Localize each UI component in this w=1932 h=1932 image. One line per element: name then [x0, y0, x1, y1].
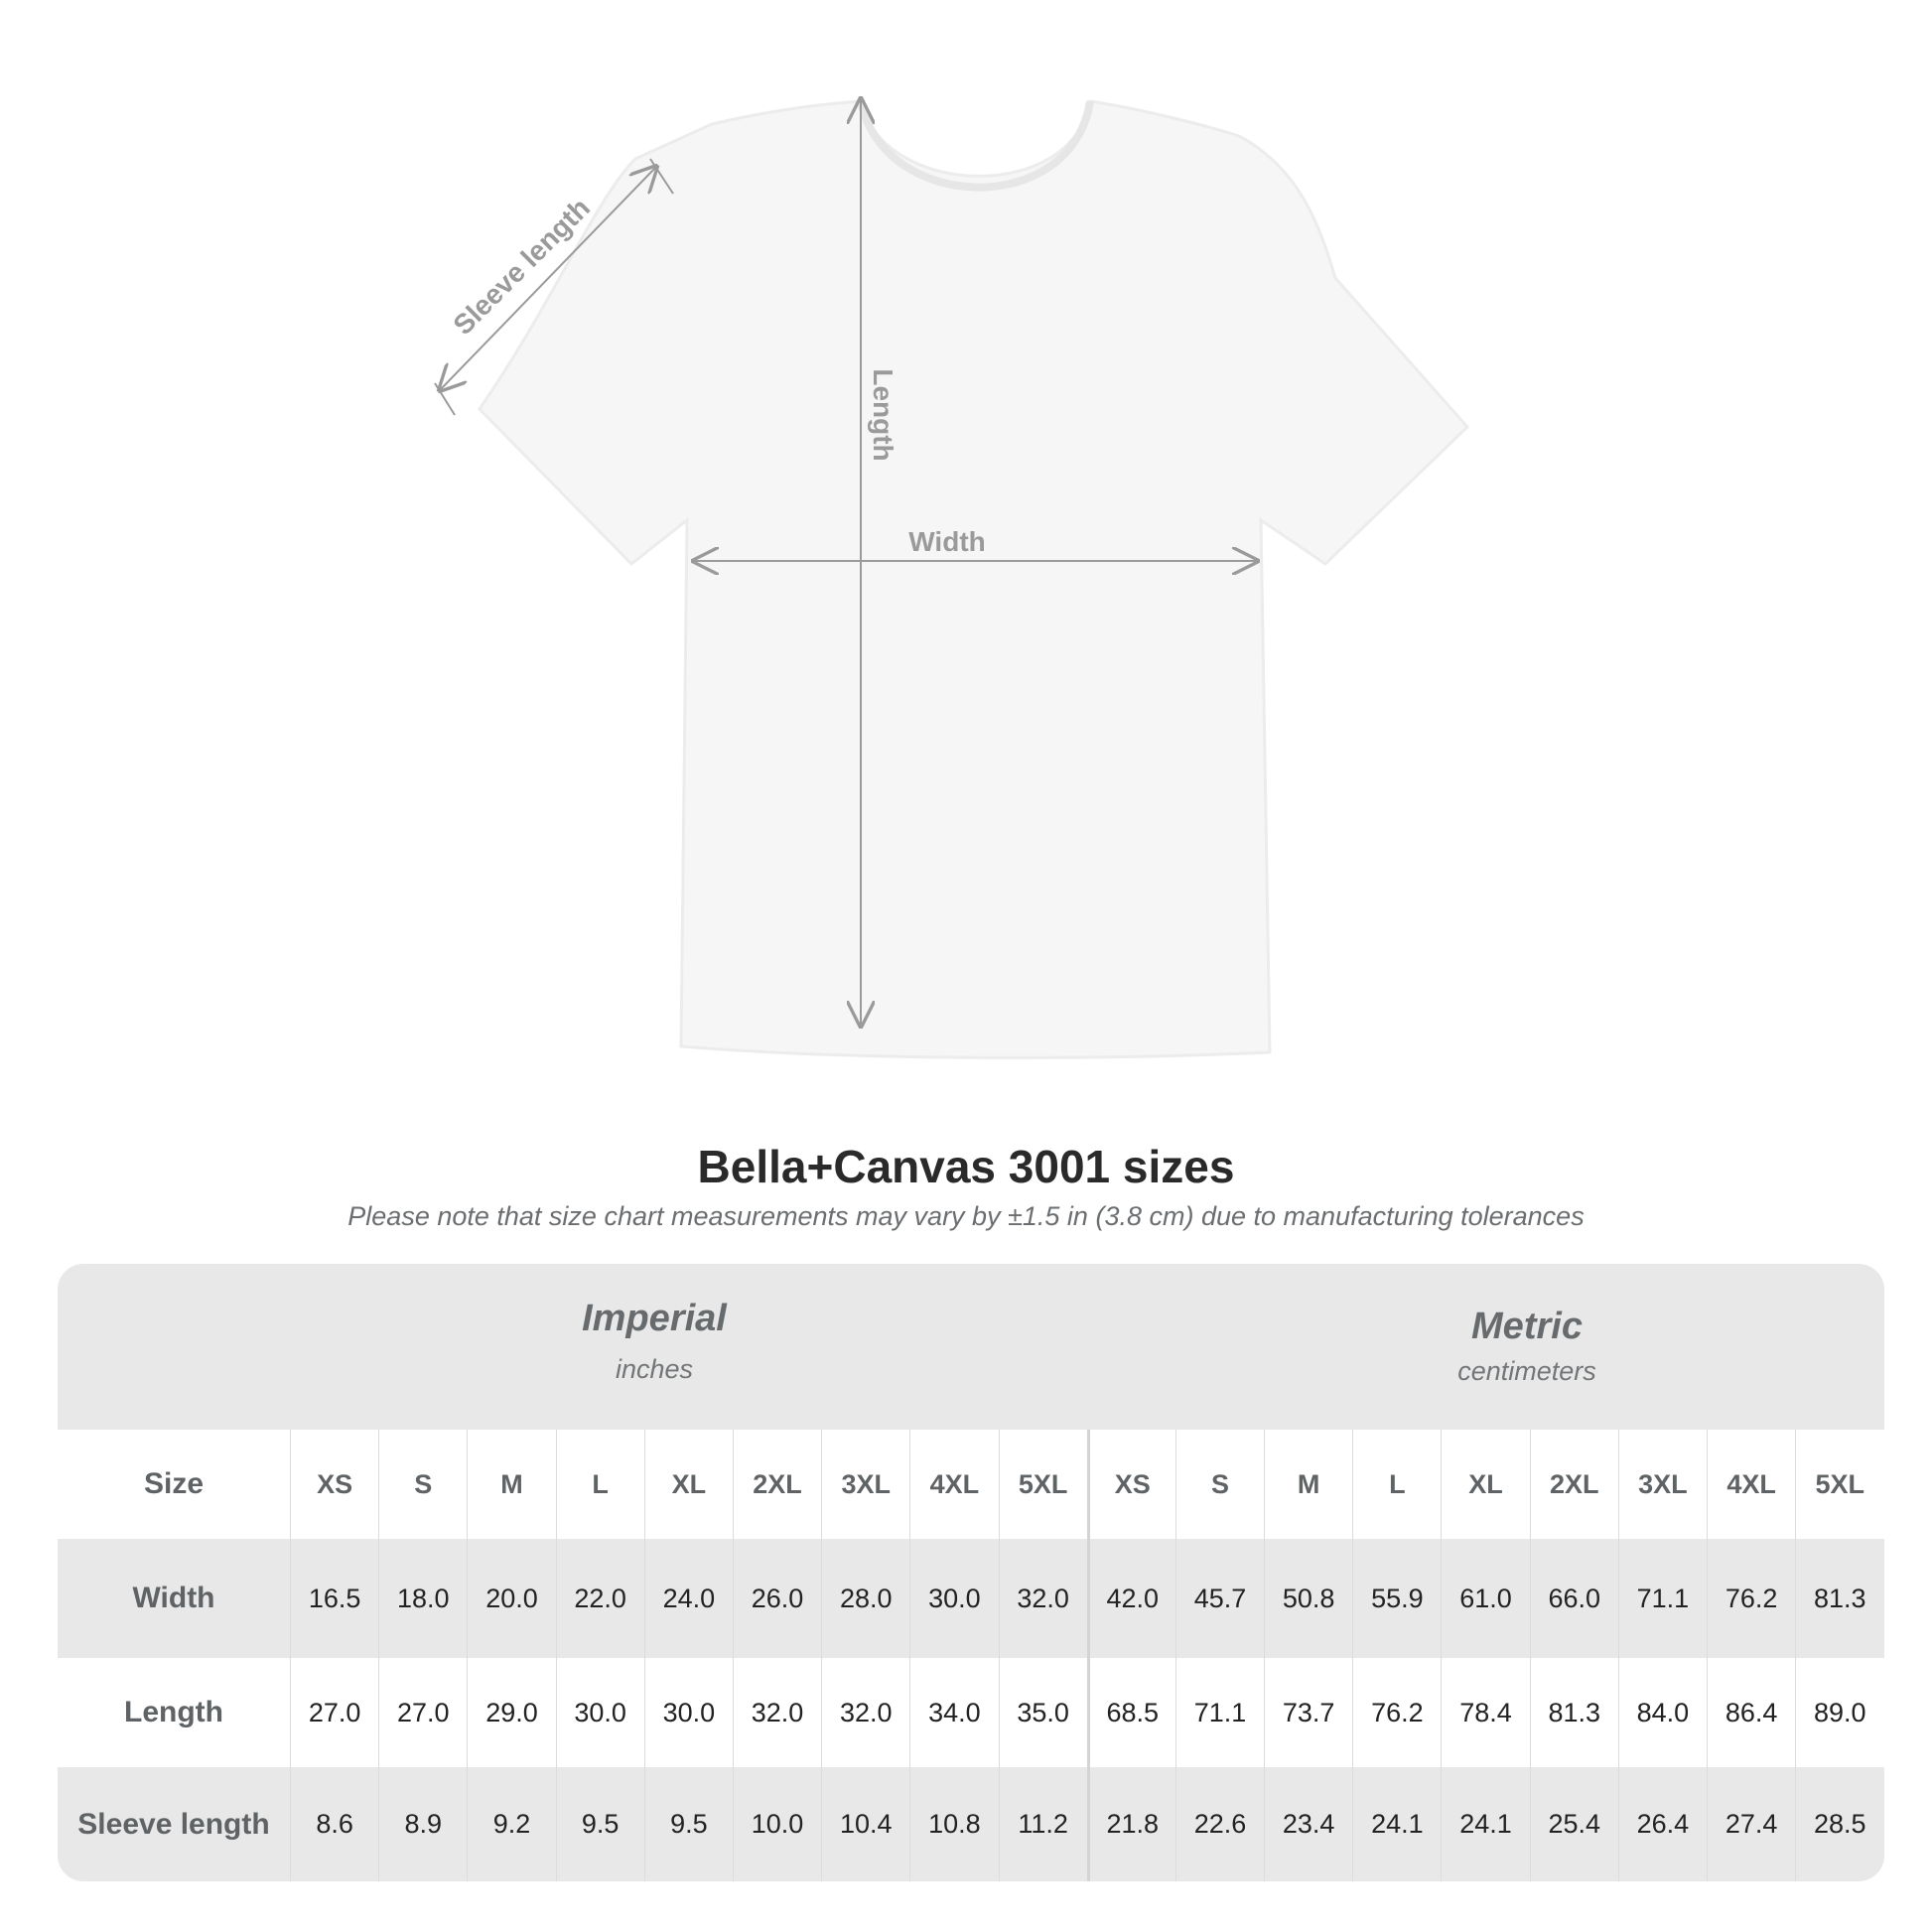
table-cell: 32.0: [821, 1658, 909, 1767]
row-label: Length: [124, 1696, 223, 1728]
table-cell: 9.2: [467, 1767, 555, 1881]
size-header-cell: M: [1264, 1430, 1352, 1539]
table-cell: 81.3: [1795, 1539, 1883, 1658]
table-cell: 11.2: [998, 1767, 1087, 1881]
table-cell: 76.2: [1352, 1658, 1441, 1767]
table-cell: 27.0: [378, 1658, 467, 1767]
table-cell: 45.7: [1174, 1539, 1264, 1658]
size-header-cell: 3XL: [1617, 1430, 1707, 1539]
sleeve-arrow-tick: [434, 382, 456, 416]
tshirt-shape: [478, 99, 1470, 1059]
table-cell: 22.0: [555, 1539, 644, 1658]
table-cell: 78.4: [1441, 1658, 1529, 1767]
table-cell: 25.4: [1529, 1767, 1618, 1881]
table-cell: 28.0: [821, 1539, 909, 1658]
table-cell: 24.1: [1352, 1767, 1441, 1881]
size-header-cell: 5XL: [1795, 1430, 1883, 1539]
table-cell: 28.5: [1795, 1767, 1883, 1881]
size-header-cell: XS: [290, 1430, 378, 1539]
size-header-cell: 2XL: [732, 1430, 821, 1539]
table-cell: 42.0: [1086, 1539, 1175, 1658]
table-cell: 32.0: [998, 1539, 1087, 1658]
size-header-cell: S: [378, 1430, 467, 1539]
table-cell: 66.0: [1529, 1539, 1618, 1658]
table-cell: 89.0: [1795, 1658, 1883, 1767]
table-cell: 16.5: [290, 1539, 378, 1658]
table-cell: 23.4: [1264, 1767, 1352, 1881]
table-cell: 71.1: [1617, 1539, 1707, 1658]
table-cell: 30.0: [555, 1658, 644, 1767]
table-cell: 27.0: [290, 1658, 378, 1767]
size-header-cell: L: [1352, 1430, 1441, 1539]
table-cell: 8.9: [378, 1767, 467, 1881]
length-label: Length: [868, 368, 898, 461]
table-cell: 61.0: [1441, 1539, 1529, 1658]
table-cell: 86.4: [1707, 1658, 1795, 1767]
tshirt-diagram: Sleeve length Length Width: [434, 0, 1470, 1059]
table-row: Width 16.5 18.0 20.0 22.0 24.0 26.0 28.0 30.0 32.…: [58, 1539, 1884, 1658]
table-cell: 73.7: [1264, 1658, 1352, 1767]
table-cell: 10.4: [821, 1767, 909, 1881]
sleeve-arrow: [440, 167, 656, 390]
table-row: Sleeve length 8.6 8.9 9.2 9.5 9.5 10.0 10.4 10.8…: [58, 1767, 1884, 1881]
imperial-unit: inches: [615, 1354, 694, 1384]
table-cell: 55.9: [1352, 1539, 1441, 1658]
size-header-cell: 4XL: [909, 1430, 998, 1539]
table-cell: 34.0: [909, 1658, 998, 1767]
table-cell: 81.3: [1529, 1658, 1618, 1767]
table-cell: 22.6: [1174, 1767, 1264, 1881]
table-cell: 50.8: [1264, 1539, 1352, 1658]
table-cell: 68.5: [1086, 1658, 1175, 1767]
size-header-cell: XL: [643, 1430, 733, 1539]
table-cell: 76.2: [1707, 1539, 1795, 1658]
imperial-title: Imperial: [582, 1298, 727, 1339]
size-header-cell: 4XL: [1707, 1430, 1795, 1539]
size-header-cell: S: [1174, 1430, 1264, 1539]
table-cell: 21.8: [1086, 1767, 1175, 1881]
table-cell: 24.1: [1441, 1767, 1529, 1881]
table-cell: 27.4: [1707, 1767, 1795, 1881]
table-cell: 8.6: [290, 1767, 378, 1881]
size-header-row: Size XS S M L XL 2XL 3XL 4XL 5XL XS S M L XL 2XL 3XL 4XL 5…: [58, 1430, 1884, 1539]
table-cell: 84.0: [1617, 1658, 1707, 1767]
size-table: Imperial inches Metric centimeters Size X…: [58, 1264, 1884, 1881]
size-header-cell: XL: [1441, 1430, 1529, 1539]
row-label: Width: [132, 1582, 215, 1614]
table-cell: 9.5: [555, 1767, 644, 1881]
size-header-label: Size: [143, 1467, 205, 1500]
table-cell: 18.0: [378, 1539, 467, 1658]
size-header-cell: 3XL: [821, 1430, 909, 1539]
table-cell: 10.8: [909, 1767, 998, 1881]
table-cell: 10.0: [732, 1767, 821, 1881]
width-label: Width: [908, 526, 986, 557]
table-cell: 71.1: [1174, 1658, 1264, 1767]
table-cell: 30.0: [909, 1539, 998, 1658]
table-row: Length 27.0 27.0 29.0 30.0 30.0 32.0 32.0 34.0 35…: [58, 1658, 1884, 1767]
imperial-header: Imperial inches: [456, 1298, 853, 1385]
size-header-cell: XS: [1086, 1430, 1175, 1539]
table-cell: 26.0: [732, 1539, 821, 1658]
page-title: Bella+Canvas 3001 sizes: [697, 1141, 1235, 1192]
tolerance-note: Please note that size chart measurements…: [347, 1201, 1585, 1231]
table-cell: 20.0: [467, 1539, 555, 1658]
metric-unit: centimeters: [1457, 1356, 1596, 1386]
table-cell: 26.4: [1617, 1767, 1707, 1881]
tshirt-collar: [857, 100, 1094, 192]
size-header-cell: 5XL: [998, 1430, 1087, 1539]
size-header-cell: 2XL: [1529, 1430, 1618, 1539]
table-cell: 35.0: [998, 1658, 1087, 1767]
table-cell: 24.0: [643, 1539, 733, 1658]
table-cell: 29.0: [467, 1658, 555, 1767]
row-label: Sleeve length: [77, 1807, 270, 1841]
metric-header: Metric centimeters: [1328, 1306, 1725, 1387]
size-header-cell: M: [467, 1430, 555, 1539]
table-cell: 32.0: [732, 1658, 821, 1767]
table-cell: 30.0: [643, 1658, 733, 1767]
size-header-cell: L: [555, 1430, 644, 1539]
table-cell: 9.5: [643, 1767, 733, 1881]
metric-title: Metric: [1471, 1306, 1583, 1347]
sleeve-arrow-tick: [649, 158, 674, 195]
